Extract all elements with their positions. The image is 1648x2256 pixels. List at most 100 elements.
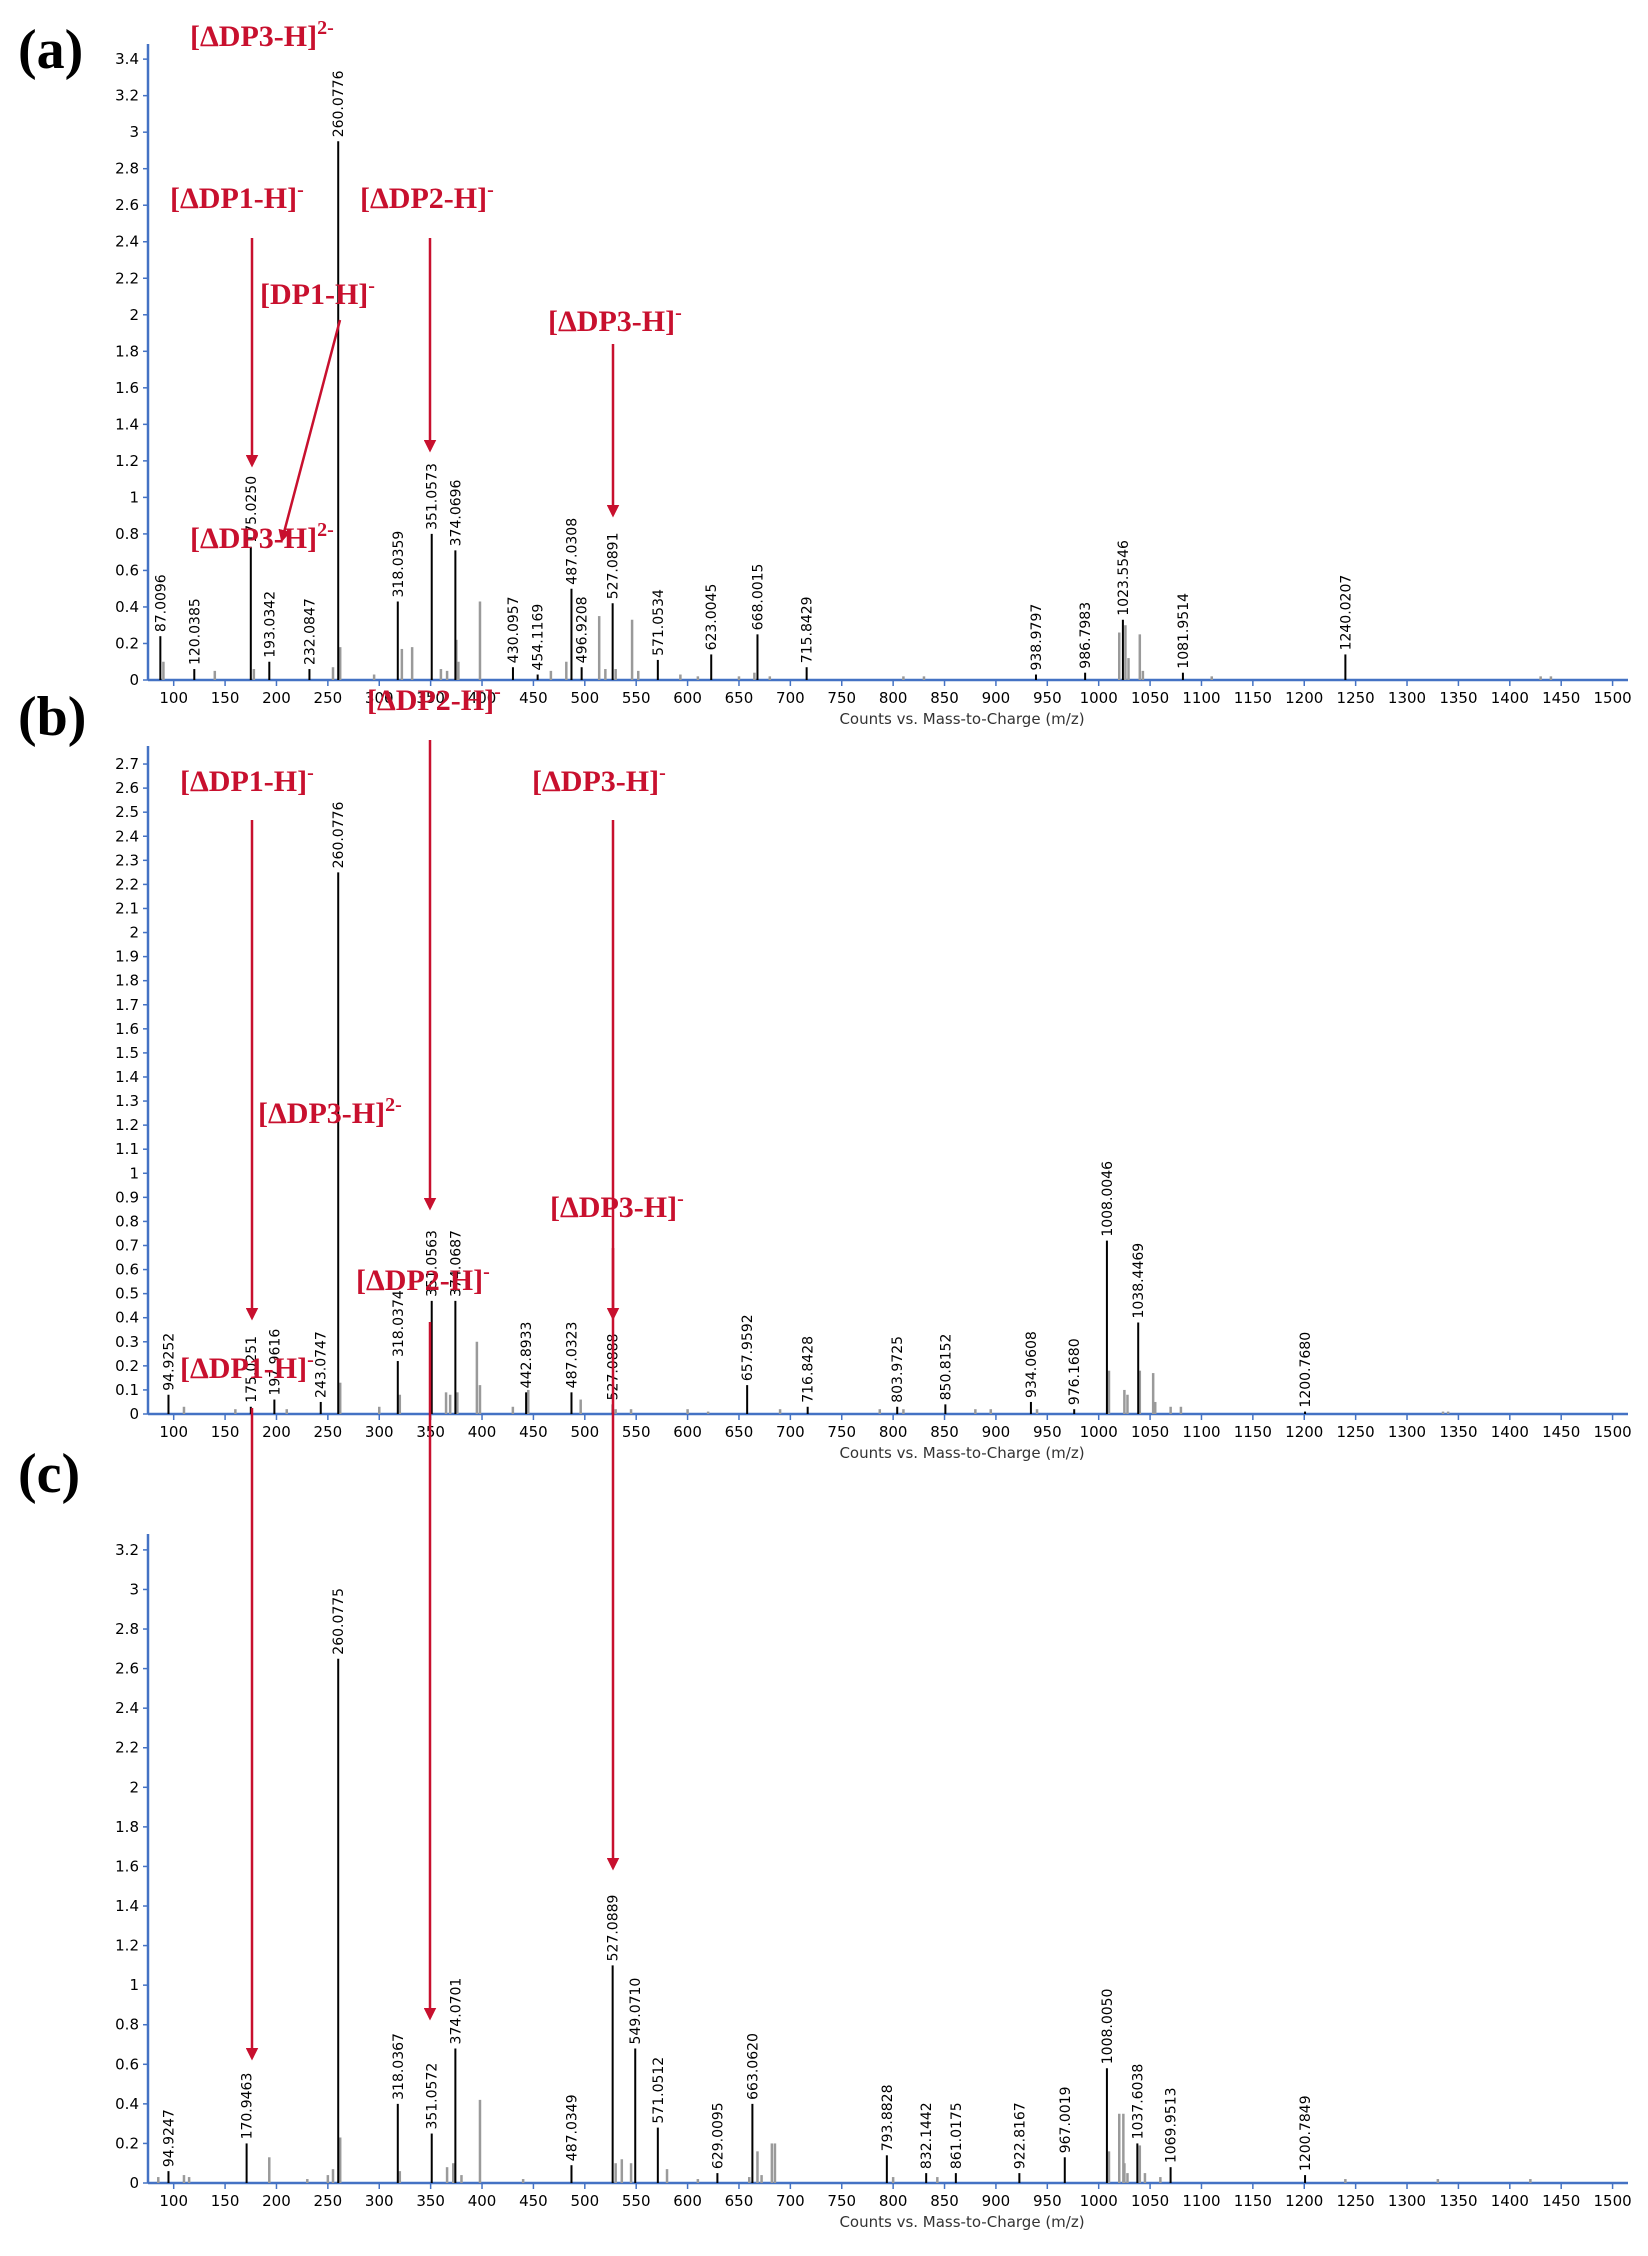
peak-label: 1069.9513 bbox=[1164, 2087, 1180, 2163]
spectrum-panel-2: (b) 0 0.1 0.2 0.3 0.4 0.5 0.6 0.7 0.8 0.9 1 1.1 1.2 1.… bbox=[18, 519, 1632, 1462]
peak-label: 260.0775 bbox=[331, 1588, 347, 1655]
x-tick-label: 1500 bbox=[1593, 689, 1631, 707]
y-tick-label: 2.3 bbox=[115, 851, 139, 869]
y-tick-label: 2 bbox=[129, 306, 139, 324]
ion-annotation-text: [ΔDP3-H] bbox=[258, 1097, 385, 1130]
y-tick-label: 1.7 bbox=[115, 996, 139, 1014]
x-tick-label: 800 bbox=[879, 689, 908, 707]
y-tick-label: 3.2 bbox=[115, 87, 139, 105]
x-tick-label: 800 bbox=[879, 1423, 908, 1441]
x-tick-label: 1500 bbox=[1593, 1423, 1631, 1441]
peak-label: 318.0367 bbox=[391, 2033, 407, 2100]
peak-label: 976.1680 bbox=[1067, 1338, 1083, 1405]
x-tick-label: 650 bbox=[725, 1423, 754, 1441]
y-tick-label: 1.6 bbox=[115, 379, 139, 397]
y-tick-label: 2.6 bbox=[115, 779, 139, 797]
x-tick-label: 1000 bbox=[1080, 689, 1118, 707]
ion-annotation: [ΔDP3-H]- bbox=[550, 1188, 684, 1224]
peak-label: 934.0608 bbox=[1024, 1331, 1040, 1398]
x-tick-label: 1350 bbox=[1439, 2192, 1477, 2210]
x-tick-label: 750 bbox=[827, 689, 856, 707]
y-tick-label: 2.8 bbox=[115, 160, 139, 178]
x-tick-label: 850 bbox=[930, 2192, 959, 2210]
x-tick-label: 300 bbox=[365, 1423, 394, 1441]
y-tick-label: 2.7 bbox=[115, 755, 139, 773]
x-tick-label: 700 bbox=[776, 1423, 805, 1441]
x-tick-label: 100 bbox=[159, 1423, 188, 1441]
ion-annotation: [ΔDP2-H]- bbox=[360, 179, 494, 215]
ion-annotation-charge: - bbox=[307, 1349, 314, 1371]
y-tick-label: 1.5 bbox=[115, 1044, 139, 1062]
y-tick-label: 2.1 bbox=[115, 899, 139, 917]
x-tick-label: 250 bbox=[314, 1423, 343, 1441]
x-tick-label: 450 bbox=[519, 2192, 548, 2210]
panel-letter: (c) bbox=[18, 1443, 80, 1505]
y-tick-label: 2.8 bbox=[115, 1620, 139, 1638]
peak-label: 487.0323 bbox=[564, 1322, 580, 1389]
x-tick-label: 250 bbox=[314, 689, 343, 707]
peak-label: 232.0847 bbox=[302, 598, 318, 665]
peak-label: 442.8933 bbox=[519, 1322, 535, 1389]
x-tick-label: 550 bbox=[622, 689, 651, 707]
peak-label: 1008.0046 bbox=[1100, 1161, 1116, 1237]
spectrum-panel-1: (a) 0 0.2 0.4 0.6 0.8 1 1.2 1.4 1.6 1.8 2 2.2 2.4 2.6 2… bbox=[18, 17, 1632, 728]
peak-label: 120.0385 bbox=[187, 598, 203, 665]
x-tick-label: 1050 bbox=[1131, 2192, 1169, 2210]
ion-annotation: [ΔDP3-H]2- bbox=[190, 17, 334, 53]
y-tick-label: 1 bbox=[129, 1976, 139, 1994]
y-tick-label: 2.6 bbox=[115, 196, 139, 214]
y-tick-label: 0.8 bbox=[115, 525, 139, 543]
y-tick-label: 3 bbox=[129, 1580, 139, 1598]
peak-label: 351.0563 bbox=[425, 1230, 441, 1297]
x-tick-label: 1150 bbox=[1234, 1423, 1272, 1441]
x-tick-label: 1000 bbox=[1080, 2192, 1118, 2210]
y-tick-label: 1 bbox=[129, 488, 139, 506]
peak-label: 94.9247 bbox=[161, 2109, 177, 2167]
x-tick-label: 400 bbox=[468, 689, 497, 707]
y-tick-label: 2 bbox=[129, 924, 139, 942]
peak-label: 351.0572 bbox=[425, 2063, 441, 2130]
x-tick-label: 1050 bbox=[1131, 1423, 1169, 1441]
y-tick-label: 1.6 bbox=[115, 1857, 139, 1875]
x-tick-label: 200 bbox=[262, 2192, 291, 2210]
ion-annotation: [ΔDP2-H]- bbox=[367, 681, 501, 717]
ion-annotation-charge: - bbox=[659, 762, 666, 784]
peak-label: 571.0534 bbox=[651, 589, 667, 656]
ion-annotation: [ΔDP3-H]- bbox=[548, 302, 682, 338]
x-tick-label: 450 bbox=[519, 1423, 548, 1441]
peak-label: 487.0308 bbox=[564, 518, 580, 585]
y-tick-label: 2.5 bbox=[115, 803, 139, 821]
ion-annotation: [ΔDP2-H]- bbox=[356, 1261, 490, 1297]
peak-label: 967.0019 bbox=[1058, 2086, 1074, 2153]
x-tick-label: 350 bbox=[416, 689, 445, 707]
x-tick-label: 150 bbox=[211, 1423, 240, 1441]
peak-label: 663.0620 bbox=[745, 2033, 761, 2100]
y-tick-label: 1.2 bbox=[115, 452, 139, 470]
ion-annotation-charge: 2- bbox=[385, 1094, 402, 1116]
peak-label: 454.1169 bbox=[531, 604, 547, 671]
y-tick-label: 0.6 bbox=[115, 561, 139, 579]
x-tick-label: 1300 bbox=[1388, 2192, 1426, 2210]
y-tick-label: 1.9 bbox=[115, 948, 139, 966]
y-tick-label: 2.6 bbox=[115, 1660, 139, 1678]
x-tick-label: 1100 bbox=[1182, 1423, 1220, 1441]
x-tick-label: 950 bbox=[1033, 689, 1062, 707]
x-tick-label: 300 bbox=[365, 2192, 394, 2210]
x-tick-label: 1200 bbox=[1285, 1423, 1323, 1441]
x-tick-label: 600 bbox=[673, 2192, 702, 2210]
x-tick-label: 150 bbox=[211, 2192, 240, 2210]
peak-label: 374.0687 bbox=[448, 1230, 464, 1297]
peak-label: 1200.7680 bbox=[1298, 1332, 1314, 1408]
x-tick-label: 1500 bbox=[1593, 2192, 1631, 2210]
x-tick-label: 300 bbox=[365, 689, 394, 707]
y-tick-label: 1.6 bbox=[115, 1020, 139, 1038]
y-tick-label: 3.2 bbox=[115, 1541, 139, 1559]
x-tick-label: 1000 bbox=[1080, 1423, 1118, 1441]
ion-annotation: [ΔDP1-H]- bbox=[180, 762, 314, 798]
x-tick-label: 1300 bbox=[1388, 1423, 1426, 1441]
ion-annotation: [DP1-H]- bbox=[260, 275, 375, 311]
ion-annotation-text: [ΔDP3-H] bbox=[532, 765, 659, 798]
peak-label: 351.0573 bbox=[425, 463, 441, 530]
x-axis-label: Counts vs. Mass-to-Charge (m/z) bbox=[839, 2213, 1084, 2231]
